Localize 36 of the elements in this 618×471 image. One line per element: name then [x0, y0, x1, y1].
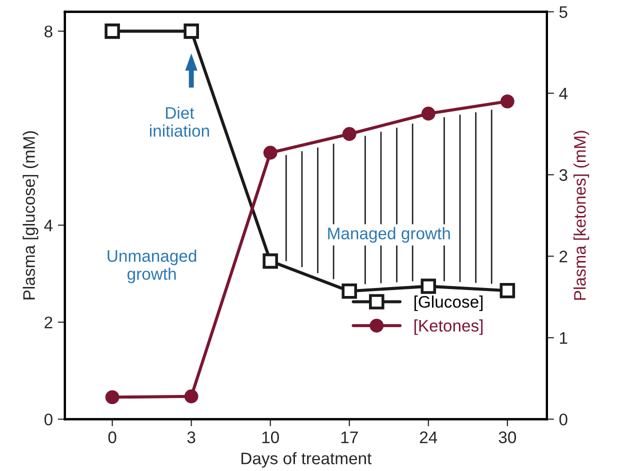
point [421, 106, 436, 121]
legend-label: [Glucose] [414, 296, 483, 312]
point [105, 390, 120, 404]
y2-tick-label: 2 [560, 250, 568, 262]
y-tick-label: 0 [44, 414, 52, 426]
y2-tick-label: 4 [559, 88, 568, 100]
x-tick-label: 30 [498, 431, 516, 444]
legend-label: [Ketones] [414, 319, 483, 335]
point [262, 253, 278, 269]
annotation: Managed growth [328, 227, 450, 243]
y2-tick-label: 5 [559, 6, 568, 18]
annotation: Unmanaged growth [108, 250, 196, 284]
y2-tick-label: 3 [559, 169, 568, 181]
annotation: Diet initiation [150, 106, 209, 137]
x-tick-label: 17 [341, 432, 358, 444]
point [263, 146, 278, 160]
y2-axis-title: Plasma [ketones] (mM) [574, 130, 590, 300]
y2-tick-label: 0 [559, 414, 568, 426]
y-tick-label: 8 [44, 26, 52, 38]
point [184, 24, 199, 39]
y-axis-title: Plasma [glucose] (mM) [22, 131, 38, 300]
point [500, 94, 514, 108]
y-tick-label: 2 [44, 316, 52, 328]
x-tick-label: 10 [262, 431, 279, 444]
point [420, 278, 436, 294]
point [342, 284, 358, 299]
x-tick-label: 0 [108, 431, 116, 444]
y2-tick-label: 1 [560, 332, 568, 344]
point [184, 389, 198, 404]
y-tick-label: 4 [44, 220, 53, 232]
x-tick-label: 3 [187, 431, 196, 444]
point [342, 127, 356, 141]
x-axis-title: Days of treatment [242, 452, 372, 468]
point [500, 283, 516, 298]
point [104, 24, 120, 39]
x-tick-label: 24 [420, 431, 438, 444]
